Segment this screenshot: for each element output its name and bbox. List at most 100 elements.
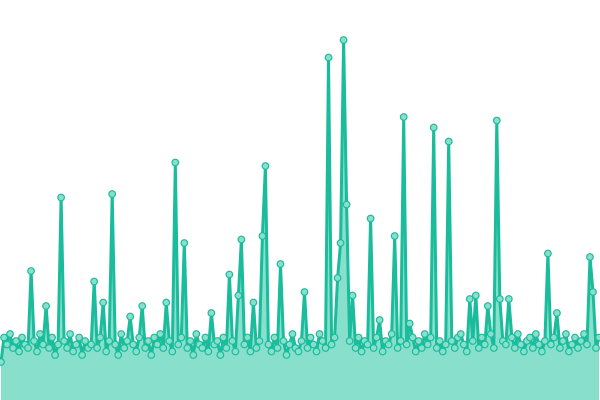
data-point <box>24 344 32 352</box>
data-point <box>525 333 534 342</box>
data-point <box>63 344 72 352</box>
data-point <box>369 344 378 352</box>
data-point <box>562 330 570 338</box>
data-point <box>255 337 264 345</box>
data-point <box>474 344 483 352</box>
data-point <box>90 277 99 286</box>
data-point <box>495 295 504 303</box>
data-point <box>541 337 549 345</box>
data-point <box>402 340 411 349</box>
data-point <box>198 344 207 352</box>
data-point <box>273 344 282 352</box>
data-point <box>219 333 228 342</box>
data-point <box>189 351 198 359</box>
data-point <box>33 347 41 356</box>
data-point <box>42 302 50 310</box>
data-point <box>465 295 474 303</box>
data-point <box>186 337 195 345</box>
data-point <box>366 214 375 223</box>
data-point <box>237 235 246 244</box>
data-point <box>156 330 165 338</box>
data-point <box>39 340 47 349</box>
data-point <box>258 232 267 240</box>
data-point <box>324 53 333 62</box>
data-point <box>87 340 96 349</box>
data-point <box>538 347 546 356</box>
data-point <box>27 267 35 275</box>
data-point <box>141 344 150 352</box>
data-point <box>459 340 468 349</box>
data-point <box>504 295 513 303</box>
data-point <box>57 193 66 202</box>
data-point <box>507 333 516 342</box>
data-point <box>372 333 381 342</box>
data-point <box>246 347 255 356</box>
data-point <box>72 340 81 349</box>
data-point <box>249 298 258 307</box>
data-point <box>294 347 303 356</box>
data-point <box>261 162 270 170</box>
data-point <box>201 333 210 342</box>
data-point <box>330 333 339 342</box>
data-point <box>114 351 123 359</box>
data-point <box>120 344 129 352</box>
data-point <box>417 344 426 352</box>
series-area <box>1 40 599 400</box>
data-point <box>595 333 600 342</box>
data-point <box>276 260 285 268</box>
data-point <box>159 344 168 352</box>
data-point <box>486 330 495 338</box>
data-point <box>363 340 372 349</box>
data-point <box>375 316 384 324</box>
data-point <box>105 337 114 345</box>
data-point <box>9 344 17 352</box>
data-point <box>583 340 591 349</box>
data-point <box>0 333 8 342</box>
data-point <box>577 337 585 345</box>
data-point <box>66 330 75 338</box>
data-point <box>589 288 597 296</box>
data-point <box>225 270 234 279</box>
data-point <box>411 347 420 356</box>
data-point <box>574 344 582 352</box>
data-point <box>303 344 312 352</box>
data-point <box>456 330 465 338</box>
data-point <box>309 340 318 349</box>
data-point <box>571 333 579 342</box>
data-point <box>216 351 225 359</box>
data-point <box>435 337 444 345</box>
data-point <box>60 337 69 345</box>
data-point <box>153 340 162 349</box>
data-point <box>396 337 405 345</box>
data-point <box>513 330 522 338</box>
data-point <box>547 340 555 349</box>
data-point <box>327 340 336 349</box>
data-point <box>348 291 357 300</box>
data-point <box>81 337 90 345</box>
data-point <box>592 344 600 352</box>
data-point <box>483 302 492 310</box>
data-point <box>501 340 510 349</box>
data-point <box>420 330 429 338</box>
data-point <box>48 333 56 342</box>
data-point <box>168 347 177 356</box>
data-point <box>102 347 111 356</box>
data-point <box>78 351 87 359</box>
data-point <box>408 333 417 342</box>
data-point <box>429 123 438 132</box>
data-point <box>339 36 348 44</box>
data-point <box>183 344 192 352</box>
data-point <box>586 253 594 261</box>
data-point <box>568 340 576 349</box>
data-point <box>477 333 486 342</box>
data-point <box>480 340 489 349</box>
data-point <box>399 113 408 121</box>
data-point <box>556 344 564 352</box>
data-point <box>288 330 297 338</box>
data-point <box>30 337 38 345</box>
data-point <box>222 344 231 352</box>
data-point <box>405 319 414 328</box>
data-point <box>510 344 519 352</box>
series-line <box>0 38 600 363</box>
